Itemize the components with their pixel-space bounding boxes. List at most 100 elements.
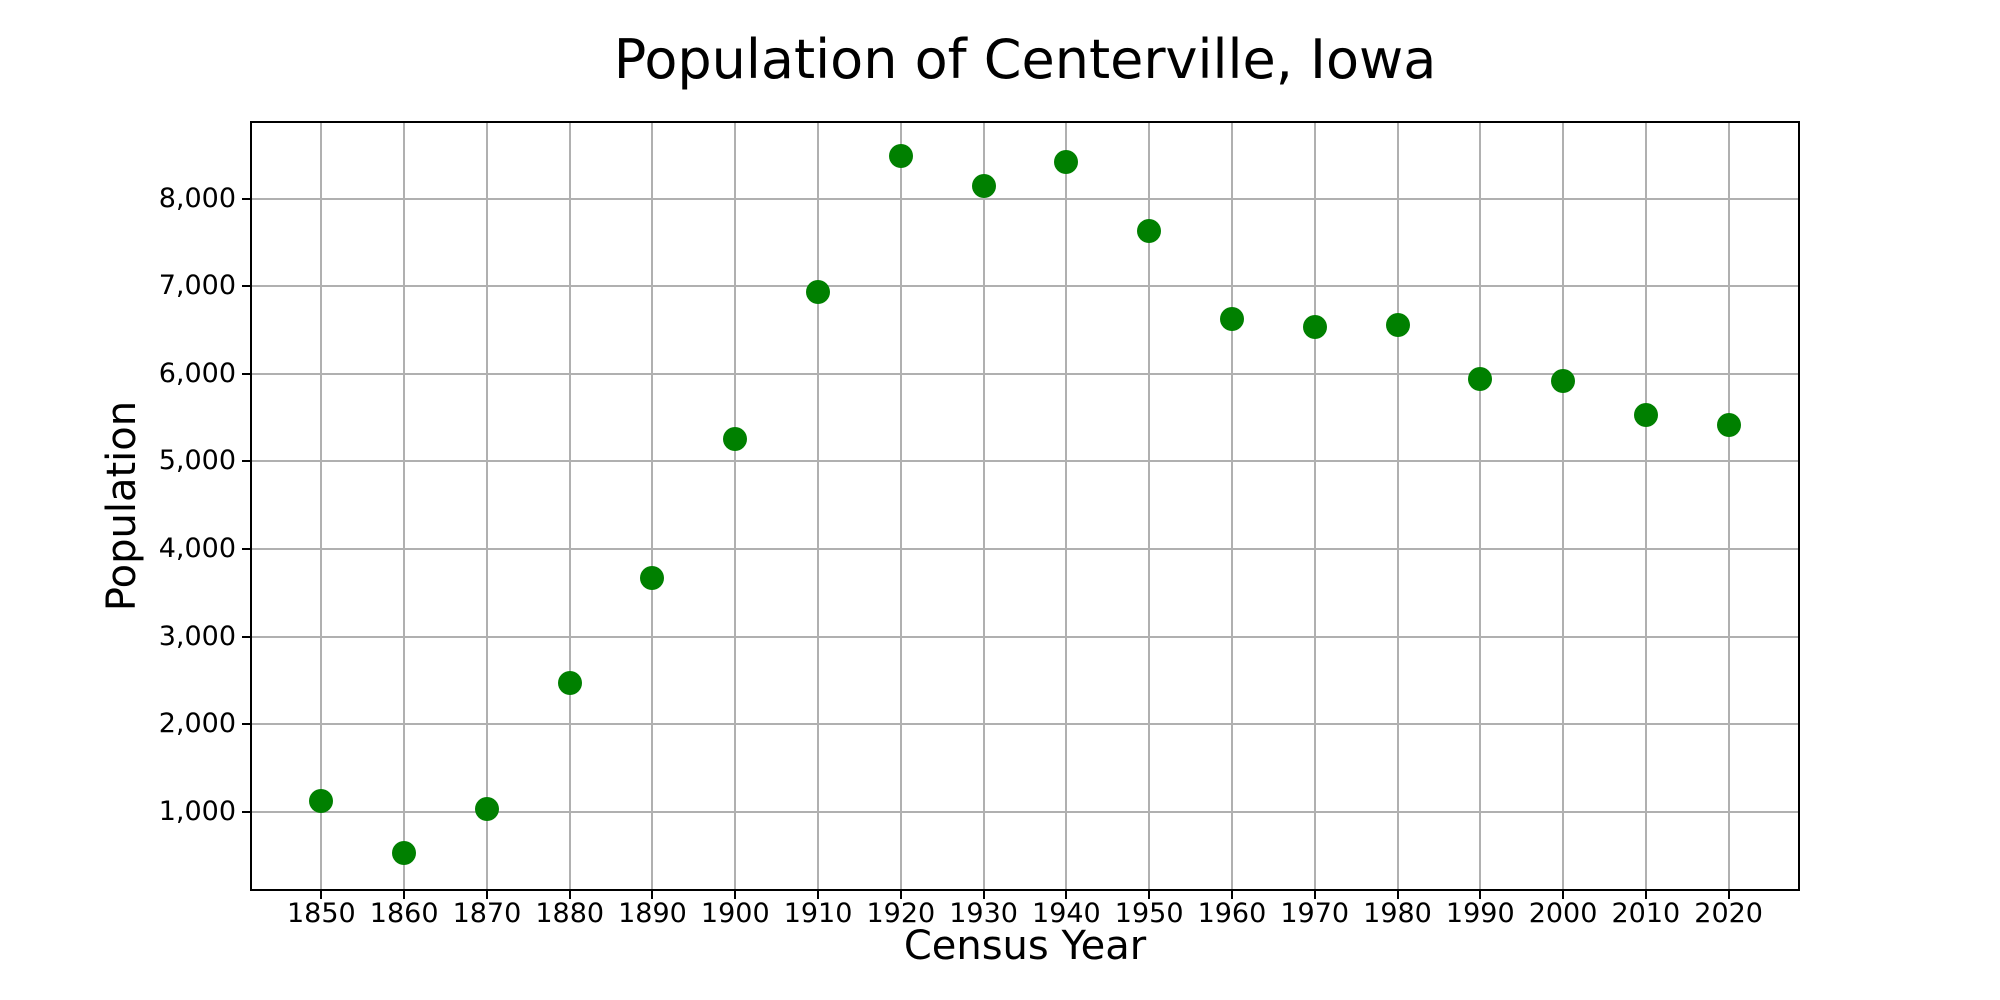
data-point [1302, 315, 1327, 340]
y-tick-mark [242, 811, 251, 813]
x-gridline [1065, 121, 1068, 890]
x-tick-mark [1065, 890, 1068, 899]
x-tick-label: 2010 [1611, 897, 1681, 929]
x-tick-mark [1396, 890, 1399, 899]
y-tick-label: 5,000 [158, 445, 236, 477]
x-tick-mark [982, 890, 985, 899]
data-point [723, 427, 748, 452]
x-tick-mark [485, 890, 488, 899]
x-tick-label: 1900 [700, 897, 770, 929]
x-tick-label: 1880 [535, 897, 605, 929]
x-tick-label: 1950 [1114, 897, 1184, 929]
data-point [888, 144, 913, 169]
x-gridline [982, 121, 985, 890]
data-point [1716, 413, 1741, 438]
y-gridline [251, 372, 1799, 375]
data-point [1137, 219, 1162, 244]
y-tick-label: 7,000 [158, 270, 236, 302]
x-tick-mark [1562, 890, 1565, 899]
data-point [557, 670, 582, 695]
x-tick-label: 1890 [618, 897, 687, 929]
data-point [1385, 312, 1410, 337]
x-gridline [1644, 121, 1647, 890]
data-point [1219, 306, 1244, 331]
axes-spines [250, 120, 1800, 891]
y-gridline [251, 811, 1799, 813]
y-tick-label: 4,000 [158, 533, 236, 565]
y-tick-mark [242, 635, 251, 638]
y-axis-label: Population [99, 400, 145, 612]
x-gridline [485, 121, 488, 890]
data-point [474, 796, 499, 821]
y-tick-label: 3,000 [158, 620, 236, 652]
x-tick-mark [899, 890, 902, 899]
x-gridline [817, 121, 820, 890]
data-point [806, 279, 831, 304]
x-gridline [403, 121, 406, 890]
x-tick-label: 1860 [369, 897, 439, 929]
x-tick-mark [734, 890, 737, 899]
y-gridline [251, 635, 1799, 638]
x-gridline [1313, 121, 1316, 890]
x-tick-mark [817, 890, 820, 899]
y-tick-mark [242, 548, 251, 551]
data-point [1054, 150, 1079, 175]
data-point [1468, 367, 1493, 392]
x-tick-label: 1910 [783, 897, 853, 929]
x-tick-label: 1930 [949, 897, 1018, 929]
x-tick-mark [1727, 890, 1730, 899]
x-tick-label: 1940 [1032, 897, 1101, 929]
y-tick-label: 2,000 [158, 708, 236, 740]
x-gridline [568, 121, 571, 890]
y-tick-mark [242, 723, 251, 726]
x-tick-mark [651, 890, 654, 899]
x-tick-label: 2000 [1528, 897, 1598, 929]
x-tick-label: 1870 [452, 897, 522, 929]
x-gridline [320, 121, 323, 890]
chart-title: Population of Centerville, Iowa [613, 28, 1437, 91]
x-gridline [1230, 121, 1233, 890]
x-gridline [734, 121, 737, 890]
data-point [640, 566, 665, 591]
x-tick-mark [403, 890, 406, 899]
y-tick-mark [242, 460, 251, 463]
y-tick-mark [242, 372, 251, 375]
x-tick-mark [1313, 890, 1316, 899]
x-gridline [651, 121, 654, 890]
data-point [971, 173, 996, 198]
y-tick-label: 6,000 [158, 357, 236, 389]
y-gridline [251, 285, 1799, 288]
data-point [1551, 368, 1576, 393]
x-gridline [899, 121, 902, 890]
x-tick-label: 2020 [1694, 897, 1763, 929]
y-tick-mark [242, 285, 251, 288]
x-tick-mark [568, 890, 571, 899]
x-tick-label: 1990 [1445, 897, 1515, 929]
x-gridline [1562, 121, 1565, 890]
x-gridline [1479, 121, 1482, 890]
y-tick-mark [242, 197, 251, 200]
x-tick-mark [1479, 890, 1482, 899]
data-point [392, 840, 417, 865]
plot-area: 1,000 2,000 3,000 4,000 5,000 6,000 7,000 8,000… [159, 120, 1800, 929]
x-tick-label: 1850 [287, 897, 356, 929]
x-tick-mark [1644, 890, 1647, 899]
y-tick-label: 1,000 [158, 796, 236, 827]
x-tick-label: 1970 [1280, 897, 1350, 929]
x-gridline [1148, 121, 1151, 890]
y-gridline [251, 723, 1799, 726]
x-tick-label: 1920 [866, 897, 936, 929]
data-point [1633, 403, 1658, 428]
x-tick-mark [320, 890, 323, 899]
x-tick-mark [1148, 890, 1151, 899]
x-gridline [1727, 121, 1730, 890]
y-tick-label: 8,000 [158, 182, 236, 214]
x-tick-label: 1980 [1363, 897, 1432, 929]
y-gridline [251, 197, 1799, 200]
y-gridline [251, 548, 1799, 551]
y-gridline [251, 460, 1799, 463]
x-tick-mark [1230, 890, 1233, 899]
data-point [309, 788, 334, 813]
x-tick-label: 1960 [1197, 897, 1267, 929]
